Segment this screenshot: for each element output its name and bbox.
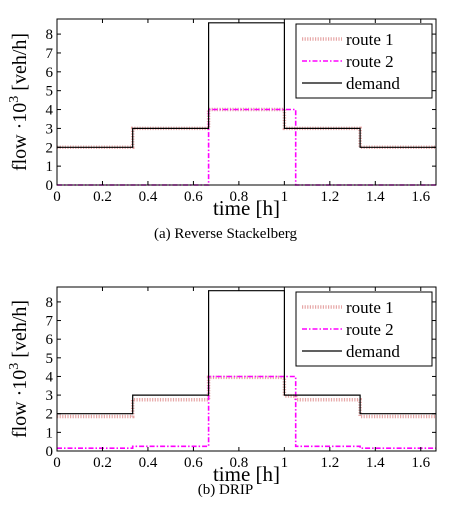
- y-tick-label: 0: [46, 444, 54, 460]
- y-tick-label: 0: [46, 178, 54, 194]
- y-tick-label: 3: [46, 121, 54, 137]
- axes-frame: [56, 18, 437, 186]
- y-tick-label: 1: [46, 425, 54, 441]
- y-tick-label: 4: [46, 103, 54, 119]
- legend-label-demand: demand: [346, 74, 400, 93]
- series-line-demand: [57, 22, 436, 148]
- y-tick-label: 8: [46, 27, 54, 43]
- x-tick-label: 0.8: [230, 189, 249, 205]
- x-tick-label: 0.6: [184, 189, 203, 205]
- x-tick-label: 0.2: [93, 455, 112, 471]
- y-tick-label: 8: [46, 295, 54, 311]
- x-axis-label: time [h]: [213, 462, 280, 486]
- chart-panel-b: 0 0.2 0.4 0.6 0.8 1 1.2 1.4 1.6 0 1 2 3 4 5 6 7 8 time [h]…: [7, 286, 437, 486]
- y-tick-label: 4: [46, 369, 54, 385]
- y-axis-label: flow ·103 [veh/h]: [7, 33, 31, 171]
- axes-frame: [56, 286, 437, 452]
- x-tick-label: 1: [281, 189, 289, 205]
- x-tick-label: 1.2: [320, 189, 339, 205]
- series-line-demand: [57, 290, 436, 415]
- y-tick-label: 1: [46, 159, 54, 175]
- x-tick-label: 0: [53, 189, 61, 205]
- y-tick-label: 6: [46, 65, 54, 81]
- legend-box: [295, 23, 433, 99]
- y-tick-label: 7: [46, 314, 54, 330]
- legend: route 1 route 2 demand: [295, 291, 433, 367]
- y-tick-label: 6: [46, 332, 54, 348]
- y-tick-label: 3: [46, 388, 54, 404]
- y-axis-label: flow ·103 [veh/h]: [7, 300, 31, 438]
- legend-label-route-2: route 2: [346, 52, 394, 71]
- legend-box: [295, 291, 433, 367]
- legend-label-route-1: route 1: [346, 298, 394, 317]
- series-line-route-2: [57, 375, 436, 450]
- x-tick-label: 0: [53, 455, 61, 471]
- x-axis-label: time [h]: [213, 196, 280, 220]
- x-tick-label: 1.2: [320, 455, 339, 471]
- legend: route 1 route 2 demand: [295, 23, 433, 99]
- x-tick-label: 0.6: [184, 455, 203, 471]
- legend-label-route-1: route 1: [346, 30, 394, 49]
- x-tick-label: 1.6: [411, 455, 430, 471]
- x-tick-label: 0.4: [139, 455, 158, 471]
- caption-b: (b) DRIP: [197, 482, 254, 498]
- x-tick-label: 0.4: [139, 189, 158, 205]
- legend-label-demand: demand: [346, 342, 400, 361]
- y-tick-label: 2: [46, 407, 54, 423]
- x-tick-label: 0.2: [93, 189, 112, 205]
- x-tick-label: 1.4: [366, 455, 385, 471]
- y-tick-label: 5: [46, 351, 54, 367]
- legend-label-route-2: route 2: [346, 320, 394, 339]
- y-tick-label: 5: [46, 84, 54, 100]
- y-tick-label: 2: [46, 140, 54, 156]
- chart-panel-a: 0 0.2 0.4 0.6 0.8 1 1.2 1.4 1.6 0 1 2 3 4 5 6 7 8 time [h]…: [7, 18, 437, 220]
- x-tick-label: 1.4: [366, 189, 385, 205]
- y-tick-label: 7: [46, 46, 54, 62]
- x-tick-label: 0.8: [230, 455, 249, 471]
- x-tick-label: 1: [281, 455, 289, 471]
- caption-a: (a) Reverse Stackelberg: [154, 226, 297, 242]
- x-tick-label: 1.6: [411, 189, 430, 205]
